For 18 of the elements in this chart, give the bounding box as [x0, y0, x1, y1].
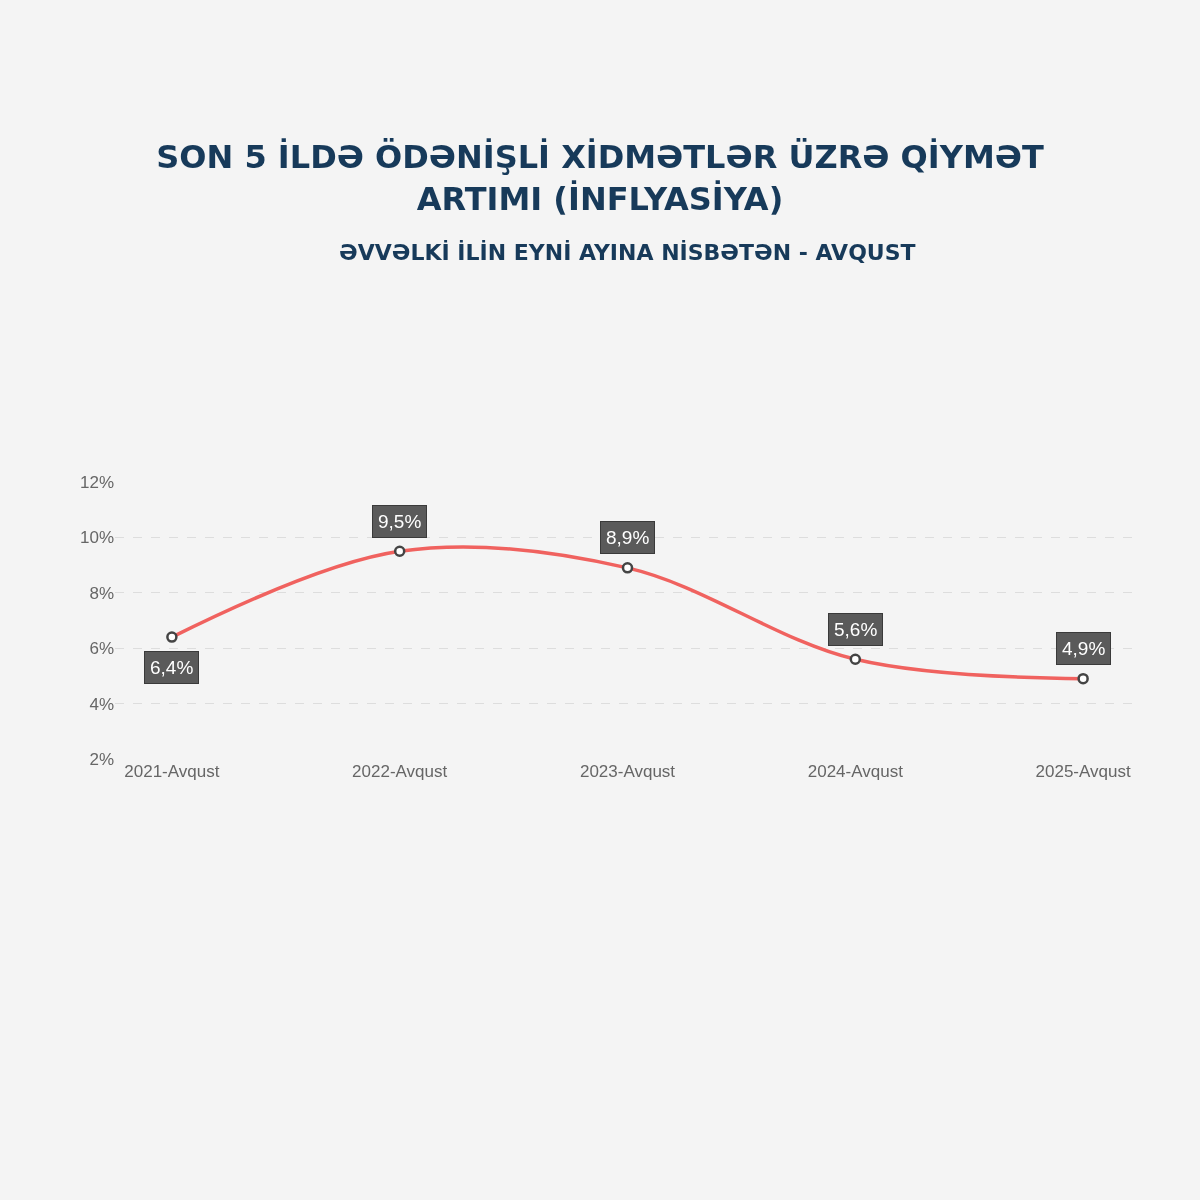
- x-tick-label: 2024-Avqust: [807, 762, 904, 781]
- y-tick-label: 10%: [79, 528, 114, 548]
- x-tick-label: 2021-Avqust: [124, 762, 220, 781]
- data-label: 9,5%: [378, 511, 422, 532]
- data-label: 4,9%: [1062, 638, 1106, 659]
- data-label: 8,9%: [606, 527, 650, 548]
- y-tick-label: 6%: [89, 639, 114, 659]
- y-tick-label: 4%: [89, 694, 114, 714]
- chart-subtitle: ƏVVƏLKİ İLİN EYNİ AYINA NİSBƏTƏN - AVQUST: [339, 240, 916, 265]
- y-tick-label: 2%: [89, 749, 114, 769]
- x-tick-label: 2025-Avqust: [1035, 762, 1131, 781]
- x-tick-label: 2023-Avqust: [579, 762, 676, 781]
- data-label: 5,6%: [834, 619, 878, 640]
- data-label: 6,4%: [150, 657, 194, 678]
- x-tick-label: 2022-Avqust: [352, 762, 448, 781]
- chart-title: SON 5 İLDƏ ÖDƏNİŞLİ XİDMƏTLƏR ÜZRƏ QİYMƏT ARTIMI (İNFLYASİYA): [156, 138, 1044, 218]
- y-tick-label: 12%: [79, 472, 114, 492]
- y-tick-label: 8%: [89, 583, 114, 603]
